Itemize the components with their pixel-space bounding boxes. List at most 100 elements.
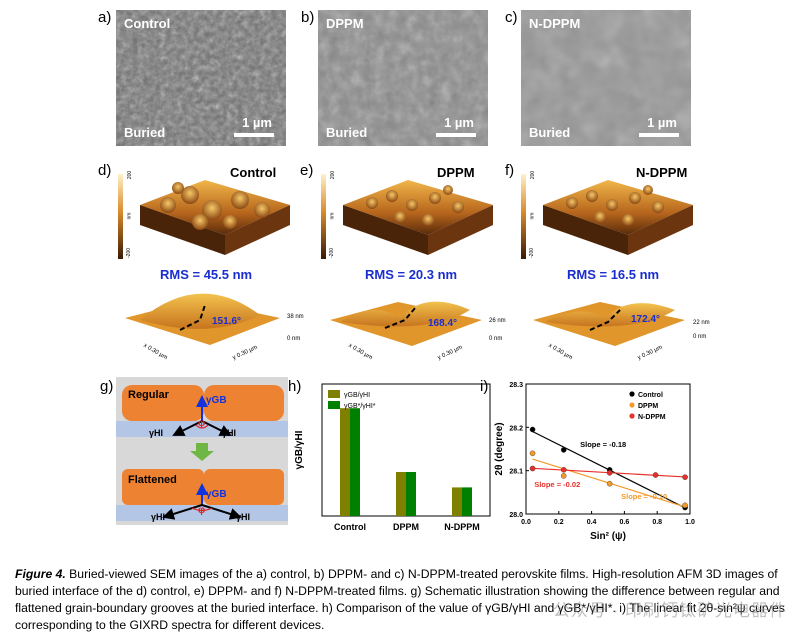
bar-dppm-1 — [406, 472, 416, 516]
legend-swatch — [328, 390, 340, 398]
angle-d: 151.6° — [212, 316, 242, 327]
data-point — [560, 473, 567, 479]
rms-d: RMS = 45.5 nm — [160, 267, 253, 282]
bar-n-dppm-1 — [462, 487, 472, 516]
hi-label-right-top: γHI — [222, 428, 237, 438]
afm-zoom-f — [533, 302, 685, 346]
data-point — [652, 472, 659, 478]
data-point — [529, 426, 536, 433]
zmin-e: 0 nm — [489, 336, 503, 342]
bar-n-dppm-0 — [452, 487, 462, 516]
bar-control-1 — [350, 408, 360, 516]
scale-label: 1 µm — [647, 115, 677, 130]
gb-label-top: γGB — [206, 395, 227, 406]
cb-bot-f: -200 — [529, 247, 536, 259]
panel-letter-g: g) — [100, 378, 114, 395]
sem-sub: Buried — [529, 125, 571, 140]
plot-frame — [525, 383, 691, 515]
scale-label: 1 µm — [444, 115, 474, 130]
x-tick-label: DPPM — [393, 522, 419, 532]
bar-chart-h: γGB/γHI Control DPPM N-DPPM γGB/γHI γGB*/γHI* — [294, 383, 491, 532]
sem-title: N-DPPM — [529, 16, 581, 31]
legend-marker — [629, 413, 635, 419]
scale-bar — [639, 133, 679, 137]
y-axis-label: γGB/γHI — [294, 430, 305, 469]
data-point — [682, 474, 688, 480]
x-tick-label: 0.0 — [521, 519, 531, 526]
x-tick-label: 1.0 — [685, 519, 695, 526]
data-point — [606, 470, 613, 476]
sem-image-ndppm: N-DPPM Buried 1 µm — [521, 10, 691, 146]
cb-unit-f: nm — [529, 212, 536, 220]
afm-title-f: N-DPPM — [636, 165, 688, 180]
data-point — [682, 502, 688, 509]
legend-label: N-DPPM — [638, 414, 666, 421]
afm-zoom-d — [125, 293, 280, 345]
x-tick-label: 0.2 — [554, 519, 564, 526]
afm-graphics — [118, 174, 693, 346]
afm-surface-f — [543, 180, 693, 255]
slope-label: Slope = -0.02 — [534, 480, 580, 489]
zmin-d: 0 nm — [287, 336, 301, 342]
bar-control-0 — [340, 408, 350, 516]
panel-letter-a: a) — [98, 9, 112, 26]
y-tick-label: 28.0 — [509, 512, 523, 519]
x-tick-label: 0.6 — [620, 519, 630, 526]
hi-label-right-bottom: γHI — [236, 512, 251, 522]
panel-letter-h: h) — [288, 378, 302, 395]
phi-top: φ — [198, 418, 206, 429]
x-tick-label: Control — [334, 522, 366, 532]
scale-bar — [436, 133, 476, 137]
flattened-label: Flattened — [128, 474, 177, 486]
gb-label-bottom: γGB — [206, 489, 227, 500]
sem-texture — [318, 10, 488, 146]
data-point — [560, 467, 567, 473]
x-tick-label: N-DPPM — [444, 522, 480, 532]
sem-sub: Buried — [326, 125, 368, 140]
sem-image-control: Control Buried 1 µm — [116, 10, 286, 146]
afm-title-d: Control — [230, 165, 277, 180]
sem-sub: Buried — [124, 125, 166, 140]
data-point — [560, 447, 567, 453]
sem-texture — [521, 10, 691, 146]
colorbar-e — [321, 174, 326, 259]
zmin-f: 0 nm — [693, 334, 707, 340]
scatter-chart-i: 0.0 0.2 0.4 0.6 0.8 1.0 28.0 28.1 28.2 28.3 Sin² (… — [494, 382, 695, 542]
y-tick-label: 28.2 — [509, 425, 523, 432]
cb-unit-e: nm — [329, 212, 336, 220]
colorbar-d — [118, 174, 123, 259]
legend-marker — [629, 391, 635, 397]
data-point — [606, 480, 613, 487]
data-point — [529, 465, 536, 472]
x-axis-label: Sin² (ψ) — [590, 531, 626, 542]
legend-label: γGB*/γHI* — [344, 403, 376, 410]
slope-label: Slope = -0.18 — [580, 440, 626, 449]
legend-label: γGB/γHI — [344, 392, 370, 399]
caption-text: Buried-viewed SEM images of the a) contr… — [15, 567, 785, 632]
data-point — [529, 450, 536, 457]
panel-letter-d: d) — [98, 162, 112, 179]
colorbar-f — [521, 174, 526, 259]
rms-e: RMS = 20.3 nm — [365, 267, 458, 282]
panel-letter-f: f) — [505, 162, 515, 179]
y-tick-label: 28.1 — [509, 469, 523, 476]
panel-letter-e: e) — [300, 162, 314, 179]
afm-surface-e — [343, 180, 493, 255]
cb-top-f: 200 — [530, 170, 537, 180]
scale-label: 1 µm — [242, 115, 272, 130]
x-tick-label: 0.4 — [587, 519, 597, 526]
zmax-e: 26 nm — [489, 318, 506, 324]
caption-lead: Figure 4. — [15, 567, 66, 581]
panel-letter-b: b) — [301, 9, 315, 26]
y-axis-label: 2θ (degree) — [494, 422, 505, 475]
y-tick-label: 28.3 — [509, 382, 523, 389]
afm-zoom-e — [330, 301, 482, 346]
sem-title: Control — [124, 16, 171, 31]
hi-label-left-top: γHI — [149, 428, 164, 438]
phi-bottom: φ — [198, 505, 206, 516]
figure-caption: Figure 4. Buried-viewed SEM images of th… — [15, 566, 795, 634]
watermark: 公众号 · 印刷钙钛矿光电器件 — [552, 601, 787, 620]
angle-e: 168.4° — [428, 318, 458, 329]
legend-marker — [629, 402, 635, 408]
sem-title: DPPM — [326, 16, 364, 31]
